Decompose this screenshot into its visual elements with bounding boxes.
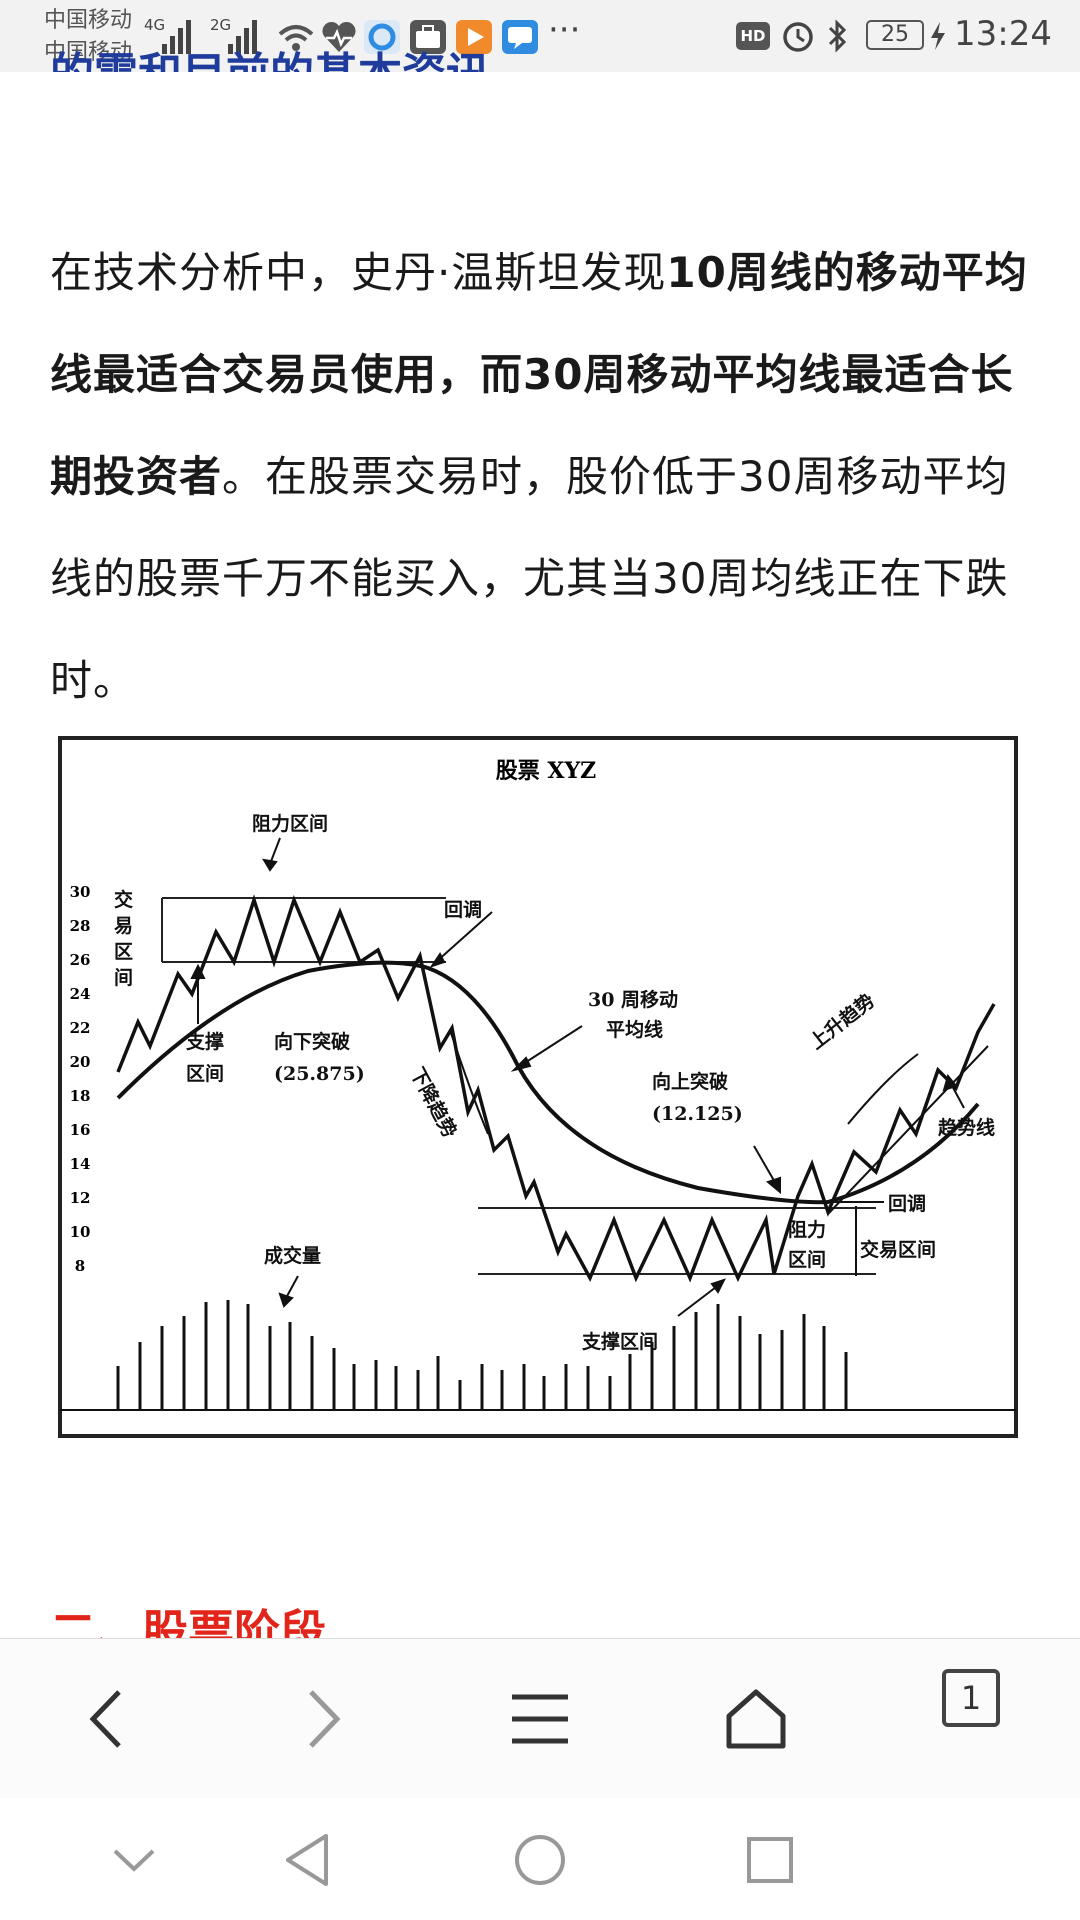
- browser-toolbar: 1: [0, 1638, 1080, 1798]
- wifi-icon: [278, 25, 314, 51]
- y-tick-26: 26: [70, 951, 91, 969]
- y-tick-8: 8: [75, 1257, 85, 1275]
- menu-icon: [512, 1694, 568, 1744]
- label-breakout: 向上突破: [652, 1070, 728, 1093]
- collapse-icon: [113, 1849, 155, 1872]
- label-ma30-2: 平均线: [606, 1018, 663, 1041]
- alarm-icon: [783, 22, 813, 52]
- menu-button[interactable]: [500, 1679, 580, 1759]
- paragraph-bold-text: 10周线的移动平均线最适合交易员使用，而30周移动平均线最适合长期投资者: [50, 248, 1028, 501]
- label-trading-zone-right: 交易区间: [860, 1238, 936, 1261]
- nav-home-button[interactable]: [508, 1828, 572, 1892]
- label-trading-zone-left-4: 间: [114, 967, 133, 989]
- label-pullback-top: 回调: [444, 899, 482, 921]
- y-tick-12: 12: [70, 1189, 91, 1207]
- figure-frame: [58, 736, 1018, 1438]
- collapse-button[interactable]: [102, 1828, 166, 1892]
- charging-icon: [931, 22, 945, 50]
- nav-back-button[interactable]: [276, 1828, 340, 1892]
- status-bar: 中国移动 中国移动 4G 2G ··· HD 25 13:24: [0, 0, 1080, 72]
- label-resistance-right: 阻力: [788, 1218, 826, 1241]
- carrier-1: 中国移动: [44, 8, 133, 33]
- browser-app-icon: [364, 20, 400, 54]
- previous-section-heading: 的需和目前的基本资讯。: [50, 38, 534, 72]
- tabs-button[interactable]: 1: [942, 1669, 1000, 1727]
- y-tick-30: 30: [70, 883, 91, 901]
- volume-bars: [116, 1300, 848, 1410]
- signal-icon-1: [162, 20, 202, 54]
- signal-type-1: 4G: [144, 16, 166, 34]
- y-tick-16: 16: [70, 1121, 91, 1139]
- price-line: [116, 894, 996, 1283]
- next-section-heading: 二、股票阶段: [50, 1605, 326, 1638]
- more-notifications: ···: [548, 10, 581, 50]
- label-trading-zone-left-1: 交: [114, 888, 133, 911]
- label-trading-zone-left-2: 易: [114, 915, 133, 937]
- y-tick-18: 18: [70, 1087, 91, 1105]
- health-icon: [322, 21, 356, 52]
- nav-back-icon: [286, 1834, 328, 1886]
- article-paragraph: 在技术分析中，史丹·温斯坦发现10周线的移动平均线最适合交易员使用，而30周移动…: [50, 222, 1040, 732]
- label-breakdown-value: (25.875): [274, 1063, 365, 1085]
- label-breakout-value: (12.125): [652, 1103, 743, 1125]
- clock: 13:24: [954, 14, 1052, 54]
- label-volume: 成交量: [264, 1244, 321, 1267]
- paragraph-text-2: 。在股票交易时，股价低于30周移动平均线的股票千万不能买入，尤其当30周均线正在…: [50, 452, 1009, 705]
- label-ma30: 30 周移动: [588, 988, 678, 1011]
- bluetooth-icon: [828, 19, 847, 53]
- back-icon: [89, 1690, 121, 1748]
- label-support-bottom: 支撑区间: [581, 1330, 658, 1353]
- label-trading-zone-left-3: 区: [114, 941, 133, 963]
- y-tick-10: 10: [70, 1223, 91, 1241]
- figure-title: 股票 XYZ: [496, 758, 597, 784]
- label-pullback-right: 回调: [888, 1193, 926, 1215]
- nav-home-icon: [515, 1835, 565, 1885]
- briefcase-icon: [410, 20, 446, 54]
- video-app-icon: [456, 20, 492, 54]
- label-support-left-2: 区间: [186, 1063, 224, 1085]
- y-tick-20: 20: [70, 1053, 91, 1071]
- carrier-2: 中国移动: [44, 40, 133, 65]
- y-tick-24: 24: [70, 985, 91, 1003]
- label-resistance-right-2: 区间: [788, 1249, 826, 1271]
- y-tick-22: 22: [70, 1019, 91, 1037]
- y-tick-14: 14: [70, 1155, 91, 1173]
- signal-icon-2: [228, 20, 268, 54]
- label-breakdown: 向下突破: [274, 1030, 350, 1053]
- message-app-icon: [502, 20, 538, 54]
- nav-recents-button[interactable]: [738, 1828, 802, 1892]
- system-navigation-bar: [0, 1798, 1080, 1920]
- signal-type-2: 2G: [210, 16, 232, 34]
- nav-recents-icon: [747, 1837, 793, 1883]
- trendline: [827, 1045, 989, 1215]
- uptrend-bracket: [847, 1053, 919, 1125]
- forward-icon: [309, 1690, 341, 1748]
- paragraph-text-1: 在技术分析中，史丹·温斯坦发现: [50, 248, 667, 297]
- downtrend-bracket: [449, 1029, 489, 1135]
- battery-level: 25: [866, 20, 924, 50]
- label-support-left: 支撑: [185, 1030, 224, 1053]
- hd-badge: HD: [736, 22, 770, 50]
- stock-chart-figure[interactable]: 股票 XYZ 30 28 26 24 22 20 18 16 14 12 10 …: [58, 736, 1018, 1438]
- y-tick-28: 28: [70, 917, 91, 935]
- forward-button[interactable]: [284, 1679, 364, 1759]
- home-button[interactable]: [716, 1679, 796, 1759]
- label-resistance-top: 阻力区间: [252, 812, 328, 835]
- label-trendline: 趋势线: [938, 1116, 995, 1139]
- back-button[interactable]: [66, 1679, 146, 1759]
- home-icon: [726, 1689, 786, 1749]
